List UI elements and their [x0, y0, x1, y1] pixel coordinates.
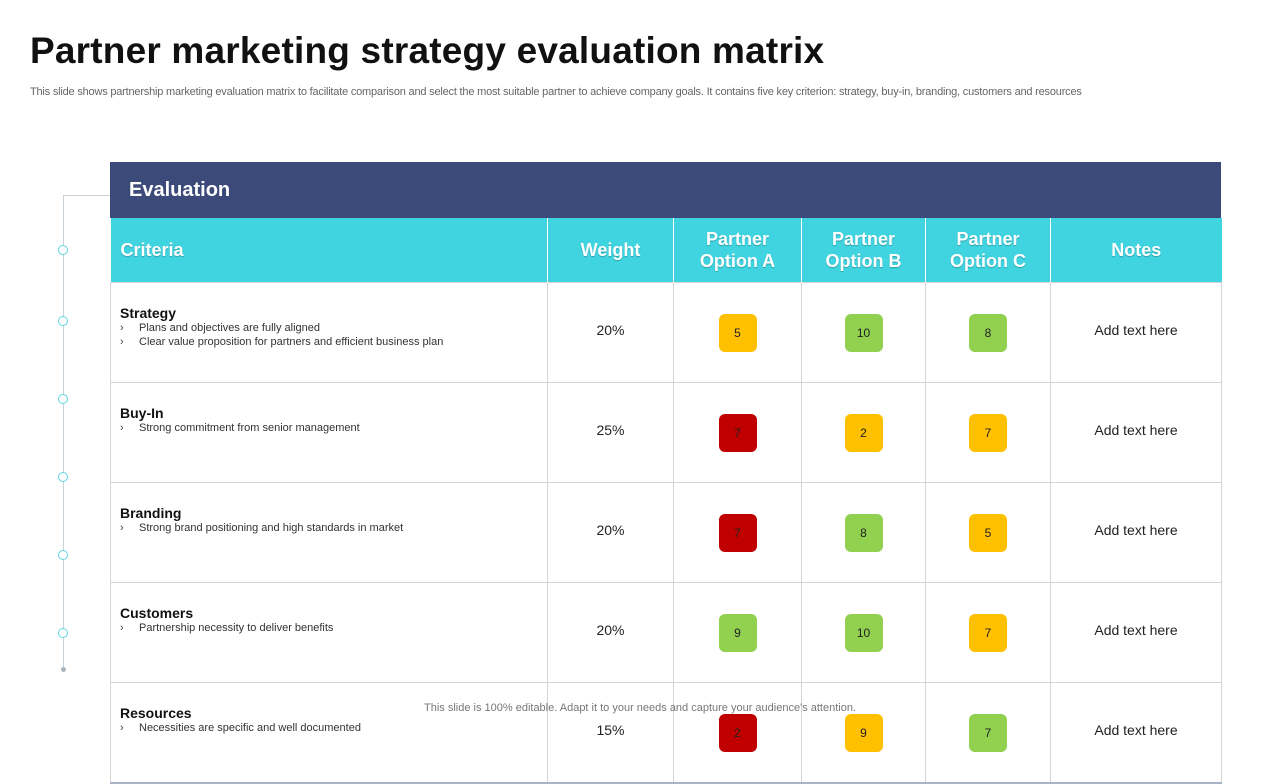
column-header-notes: Notes [1050, 218, 1222, 283]
score-cell: 5 [673, 282, 802, 383]
criteria-bullet: › Partnership necessity to deliver benefi… [120, 621, 547, 635]
criteria-name: Branding [120, 505, 182, 521]
score-cell: 10 [801, 582, 926, 683]
criteria-bullet: › Necessities are specific and well docum… [120, 721, 547, 735]
score-cell: 8 [925, 282, 1051, 383]
score-cell: 7 [925, 582, 1051, 683]
score-cell: 7 [673, 482, 802, 583]
score-cell: 9 [801, 682, 926, 784]
table-row: Strategy › Plans and objectives are fully … [110, 282, 1222, 383]
score-cell: 7 [925, 682, 1051, 784]
weight-cell: 25% [547, 382, 674, 483]
column-header-criteria: Criteria [110, 218, 548, 283]
criteria-cell: Customers › Partnership necessity to deliv… [110, 582, 548, 683]
criteria-bullet-text: Partnership necessity to deliver benefit… [139, 622, 334, 634]
score-badge: 7 [718, 414, 757, 452]
chevron-right-icon: › [120, 422, 124, 434]
chevron-right-icon: › [120, 722, 124, 734]
score-badge: 8 [844, 514, 883, 552]
timeline-dot [58, 245, 68, 255]
criteria-bullet-text: Plans and objectives are fully aligned [139, 322, 321, 334]
criteria-name: Buy-In [120, 405, 164, 421]
notes-cell[interactable]: Add text here [1050, 382, 1222, 483]
criteria-name: Customers [120, 605, 194, 621]
weight-cell: 20% [547, 482, 674, 583]
score-cell: 7 [925, 382, 1051, 483]
timeline-dot [58, 628, 68, 638]
score-badge: 2 [844, 414, 883, 452]
weight-cell: 20% [547, 282, 674, 383]
score-cell: 9 [673, 582, 802, 683]
timeline-end [61, 667, 66, 672]
score-badge: 7 [969, 414, 1007, 452]
score-badge: 7 [969, 614, 1007, 652]
timeline-branch [63, 195, 111, 196]
column-header-option-b: Partner Option B [801, 218, 926, 283]
timeline-line [63, 195, 64, 671]
chevron-right-icon: › [120, 622, 124, 634]
evaluation-table: Criteria Weight Partner Option A Partner… [110, 218, 1222, 784]
page-title: Partner marketing strategy evaluation ma… [30, 30, 825, 71]
notes-cell[interactable]: Add text here [1050, 582, 1222, 683]
chevron-right-icon: › [120, 322, 124, 334]
criteria-bullet: › Plans and objectives are fully aligned [120, 321, 547, 335]
criteria-bullet-text: Strong brand positioning and high standa… [139, 522, 404, 534]
evaluation-header: Evaluation [110, 162, 1221, 218]
criteria-bullet-text: Strong commitment from senior management [139, 422, 360, 434]
criteria-bullet: › Clear value proposition for partners an… [120, 335, 547, 349]
table-row: Resources › Necessities are specific and w… [110, 682, 1222, 784]
weight-cell: 20% [547, 582, 674, 683]
chevron-right-icon: › [120, 336, 124, 348]
notes-cell[interactable]: Add text here [1050, 482, 1222, 583]
criteria-name: Resources [120, 705, 192, 721]
criteria-bullet: › Strong commitment from senior managemen… [120, 421, 547, 435]
criteria-cell: Strategy › Plans and objectives are fully … [110, 282, 548, 383]
score-badge: 5 [969, 514, 1007, 552]
table-row: Branding › Strong brand positioning and hi… [110, 482, 1222, 583]
score-badge: 8 [969, 314, 1007, 352]
criteria-bullet-text: Clear value proposition for partners and… [139, 336, 444, 348]
score-cell: 2 [801, 382, 926, 483]
score-cell: 2 [673, 682, 802, 784]
table-header-row: Criteria Weight Partner Option A Partner… [110, 218, 1222, 283]
weight-cell: 15% [547, 682, 674, 784]
score-badge: 9 [718, 614, 757, 652]
score-badge: 5 [718, 314, 757, 352]
timeline-dot [58, 316, 68, 326]
timeline-dot [58, 550, 68, 560]
column-header-option-a: Partner Option A [673, 218, 802, 283]
table-row: Buy-In › Strong commitment from senior man… [110, 382, 1222, 483]
timeline-dot [58, 472, 68, 482]
score-cell: 10 [801, 282, 926, 383]
table-row: Customers › Partnership necessity to deliv… [110, 582, 1222, 683]
criteria-cell: Branding › Strong brand positioning and hi… [110, 482, 548, 583]
column-header-option-c: Partner Option C [925, 218, 1051, 283]
notes-cell[interactable]: Add text here [1050, 282, 1222, 383]
criteria-cell: Resources › Necessities are specific and w… [110, 682, 548, 784]
page-subtitle: This slide shows partnership marketing e… [30, 86, 1082, 98]
criteria-cell: Buy-In › Strong commitment from senior man… [110, 382, 548, 483]
score-badge: 10 [844, 314, 883, 352]
criteria-bullet: › Strong brand positioning and high stand… [120, 521, 547, 535]
evaluation-matrix: Evaluation Criteria Weight Partner Optio… [110, 162, 1222, 784]
score-cell: 5 [925, 482, 1051, 583]
score-cell: 7 [673, 382, 802, 483]
chevron-right-icon: › [120, 522, 124, 534]
score-badge: 10 [844, 614, 883, 652]
score-cell: 8 [801, 482, 926, 583]
criteria-name: Strategy [120, 305, 177, 321]
criteria-bullet-text: Necessities are specific and well docume… [139, 722, 361, 734]
column-header-weight: Weight [547, 218, 674, 283]
timeline-dot [58, 394, 68, 404]
score-badge: 7 [718, 514, 757, 552]
footer-note: This slide is 100% editable. Adapt it to… [424, 702, 856, 714]
notes-cell[interactable]: Add text here [1050, 682, 1222, 784]
